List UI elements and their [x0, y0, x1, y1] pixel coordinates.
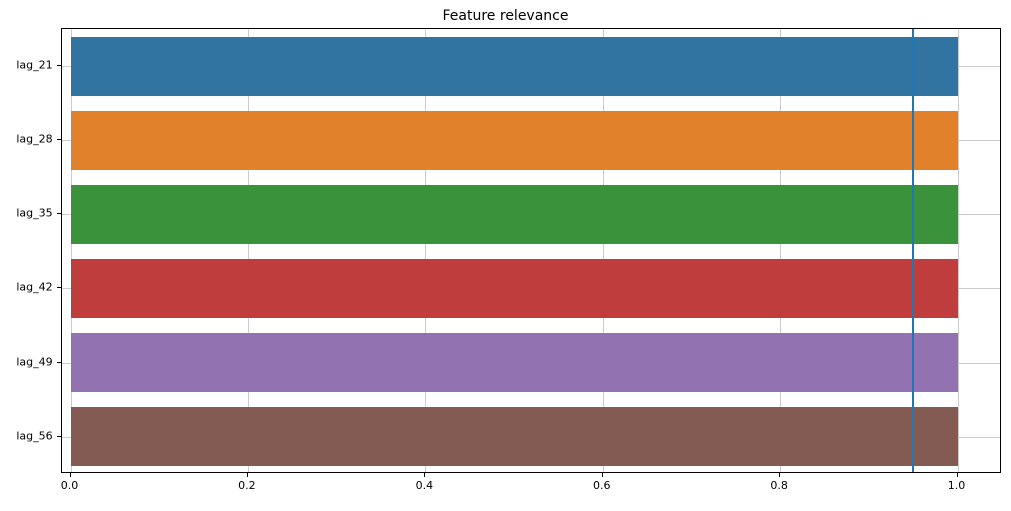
xtick-label: 0.0	[61, 479, 79, 492]
ytick-mark	[57, 65, 61, 66]
xtick-label: 0.6	[593, 479, 611, 492]
chart-axes	[61, 28, 1001, 473]
bar-lag_56	[71, 407, 958, 466]
ytick-mark	[57, 213, 61, 214]
ytick-mark	[57, 436, 61, 437]
ytick-label: lag_21	[16, 59, 52, 72]
ytick-mark	[57, 139, 61, 140]
xtick-label: 0.8	[770, 479, 788, 492]
xtick-mark	[70, 473, 71, 477]
bar-lag_35	[71, 185, 958, 244]
chart-title: Feature relevance	[0, 8, 1011, 24]
ytick-label: lag_28	[16, 133, 52, 146]
bar-lag_42	[71, 259, 958, 318]
bar-lag_21	[71, 37, 958, 96]
ytick-mark	[57, 287, 61, 288]
ytick-label: lag_42	[16, 281, 52, 294]
xtick-mark	[424, 473, 425, 477]
threshold-line	[912, 29, 914, 472]
bar-lag_28	[71, 111, 958, 170]
ytick-label: lag_49	[16, 355, 52, 368]
xtick-mark	[602, 473, 603, 477]
figure: Feature relevance 0.0 0.2 0.4 0.6 0.8 1.0 lag_…	[0, 0, 1011, 511]
xtick-label: 0.4	[416, 479, 434, 492]
xtick-mark	[779, 473, 780, 477]
xtick-mark	[247, 473, 248, 477]
xtick-label: 1.0	[948, 479, 966, 492]
gridline-v	[958, 29, 959, 472]
ytick-label: lag_56	[16, 429, 52, 442]
ytick-label: lag_35	[16, 207, 52, 220]
bar-lag_49	[71, 333, 958, 392]
plot-inner	[62, 29, 1000, 472]
xtick-label: 0.2	[238, 479, 256, 492]
ytick-mark	[57, 362, 61, 363]
xtick-mark	[957, 473, 958, 477]
